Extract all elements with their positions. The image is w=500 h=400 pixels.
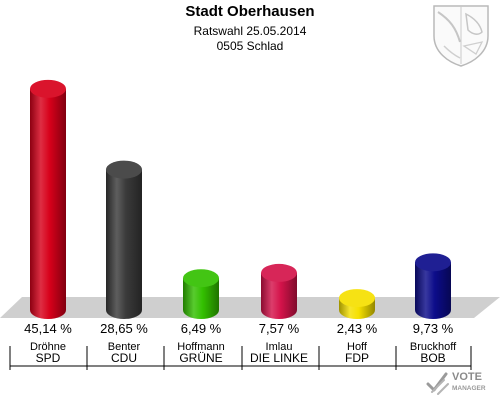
- bar-body: [30, 88, 66, 320]
- coat-of-arms-icon: [433, 5, 489, 67]
- party-label: DIE LINKE: [250, 351, 308, 365]
- data-label: 2,43 %: [337, 321, 378, 336]
- data-label: 28,65 %: [100, 321, 148, 336]
- bar-top: [183, 269, 219, 288]
- party-label: FDP: [345, 351, 369, 365]
- bar-spd: [30, 79, 66, 320]
- party-label: CDU: [111, 351, 137, 365]
- bar-bob: [415, 253, 451, 319]
- bar-body: [415, 262, 451, 319]
- bar-die-linke: [261, 263, 297, 319]
- data-label: 45,14 %: [24, 321, 72, 336]
- bar-body: [261, 272, 297, 319]
- votemanager-logo: VOTE MANAGER: [426, 371, 486, 395]
- bar-fdp: [339, 289, 375, 319]
- bar-body: [106, 169, 142, 319]
- bar-grüne: [183, 269, 219, 319]
- party-label: GRÜNE: [179, 351, 222, 365]
- candidate-label: Bruckhoff: [410, 341, 457, 353]
- bar-top: [106, 160, 142, 179]
- chart-title: Stadt Oberhausen: [185, 3, 315, 20]
- bar-body: [183, 278, 219, 319]
- brand-text-manager: MANAGER: [452, 385, 486, 392]
- candidate-label: Imlau: [266, 341, 293, 353]
- party-label: SPD: [36, 351, 61, 365]
- data-label: 6,49 %: [181, 321, 222, 336]
- candidate-label: Hoffmann: [177, 341, 225, 353]
- bar-top: [339, 289, 375, 308]
- bar-top: [261, 263, 297, 282]
- chart-subtitle: Ratswahl 25.05.2014: [193, 24, 307, 38]
- candidate-label: Dröhne: [30, 341, 66, 353]
- data-label: 7,57 %: [259, 321, 300, 336]
- bar-top: [415, 253, 451, 272]
- ballot-check-icon: [426, 372, 449, 395]
- candidate-label: Benter: [108, 341, 141, 353]
- brand-text-vote: VOTE: [452, 371, 482, 383]
- district-label: 0505 Schlad: [216, 39, 284, 53]
- candidate-label: Hoff: [347, 341, 368, 353]
- data-label: 9,73 %: [413, 321, 454, 336]
- bar-top: [30, 79, 66, 98]
- bar-cdu: [106, 160, 142, 319]
- party-label: BOB: [420, 351, 445, 365]
